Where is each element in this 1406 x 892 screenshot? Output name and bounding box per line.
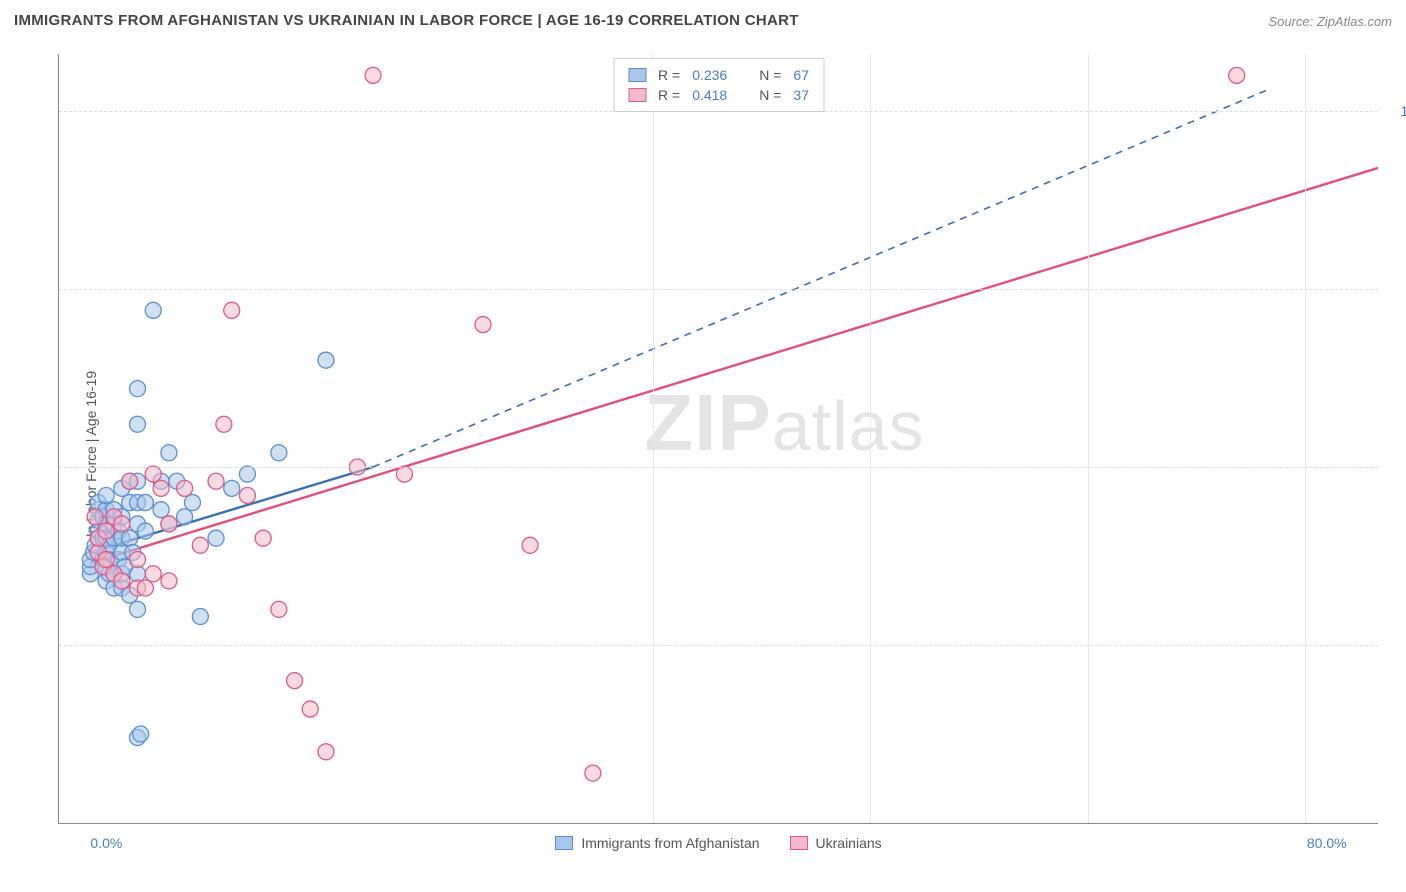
y-tick-label: 100.0% — [1388, 103, 1406, 119]
legend-r-label: R = — [658, 87, 680, 103]
legend-n-value: 67 — [793, 67, 809, 83]
plot-area: R = 0.236 N = 67 R = 0.418 N = 37 ZIPatl… — [58, 54, 1378, 824]
legend-swatch-icon — [628, 68, 646, 82]
legend-item-label: Ukrainians — [816, 835, 882, 851]
x-tick-label: 80.0% — [1307, 835, 1347, 851]
legend-swatch-icon — [790, 836, 808, 850]
correlation-legend: R = 0.236 N = 67 R = 0.418 N = 37 — [613, 58, 824, 112]
legend-item-label: Immigrants from Afghanistan — [581, 835, 759, 851]
y-tick-label: 75.0% — [1388, 281, 1406, 297]
legend-n-label: N = — [759, 87, 781, 103]
legend-n-label: N = — [759, 67, 781, 83]
legend-r-value: 0.418 — [692, 87, 727, 103]
y-tick-label: 50.0% — [1388, 459, 1406, 475]
legend-r-value: 0.236 — [692, 67, 727, 83]
y-tick-label: 25.0% — [1388, 637, 1406, 653]
legend-row: R = 0.418 N = 37 — [628, 85, 809, 105]
chart-svg — [59, 54, 1378, 823]
legend-item: Ukrainians — [790, 835, 882, 851]
legend-item: Immigrants from Afghanistan — [555, 835, 759, 851]
source-label: Source: ZipAtlas.com — [1268, 14, 1392, 29]
chart-title: IMMIGRANTS FROM AFGHANISTAN VS UKRAINIAN… — [14, 12, 799, 29]
x-tick-label: 0.0% — [90, 835, 122, 851]
legend-swatch-icon — [555, 836, 573, 850]
legend-r-label: R = — [658, 67, 680, 83]
series-legend: Immigrants from Afghanistan Ukrainians — [59, 835, 1378, 851]
legend-swatch-icon — [628, 88, 646, 102]
legend-row: R = 0.236 N = 67 — [628, 65, 809, 85]
legend-n-value: 37 — [793, 87, 809, 103]
